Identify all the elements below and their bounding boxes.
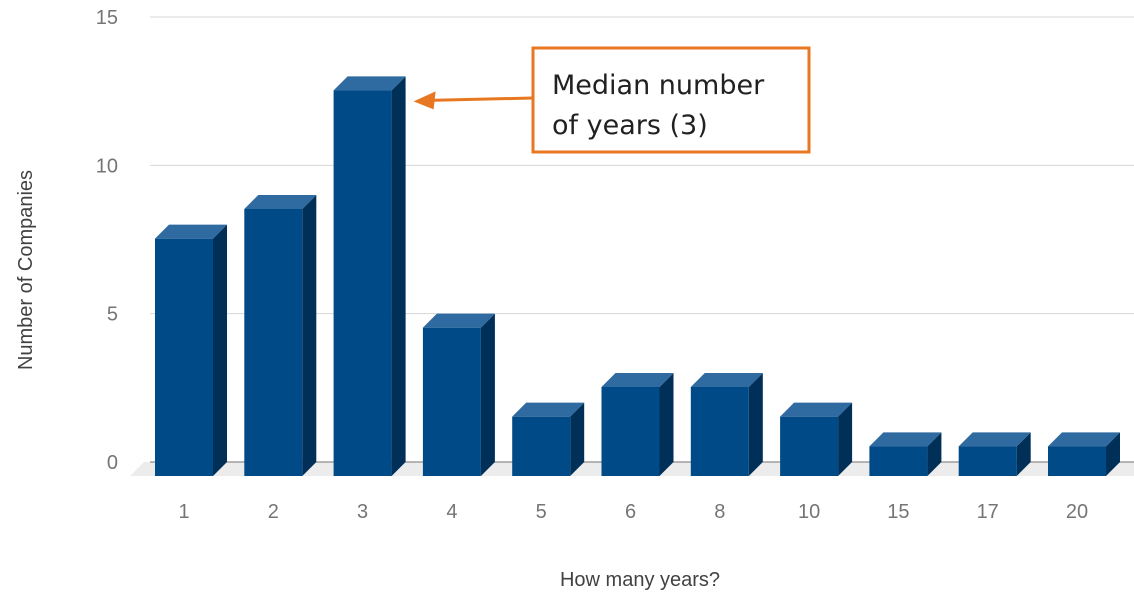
bar-front xyxy=(512,416,571,476)
bar xyxy=(155,224,227,476)
x-tick-label: 4 xyxy=(446,501,457,523)
bar-top xyxy=(333,76,406,91)
bar-top xyxy=(690,373,763,387)
bar-front xyxy=(155,238,213,476)
bar xyxy=(1048,432,1120,476)
x-tick-label: 2 xyxy=(268,501,279,523)
bar-side xyxy=(927,432,942,476)
bar-side xyxy=(480,313,495,476)
bar-side xyxy=(1016,432,1031,476)
bar-side xyxy=(838,402,853,476)
bar-side xyxy=(748,373,763,476)
x-tick-label: 17 xyxy=(977,501,999,523)
x-tick-label: 15 xyxy=(887,501,909,523)
bar-front xyxy=(690,387,749,476)
bar-top xyxy=(869,432,942,447)
bar-front xyxy=(244,209,303,476)
bar xyxy=(690,373,763,476)
bar-side xyxy=(391,76,406,476)
bar xyxy=(869,432,942,476)
bar-side xyxy=(659,373,674,476)
y-tick-label: 0 xyxy=(107,452,118,474)
y-tick-label: 5 xyxy=(107,304,118,326)
bar-side xyxy=(213,224,227,476)
bar xyxy=(422,313,495,476)
annotation-text-line: Median number xyxy=(552,70,765,101)
bar-front xyxy=(333,90,392,476)
bar xyxy=(780,402,853,476)
x-tick-label: 20 xyxy=(1066,501,1088,523)
annotation-arrowhead xyxy=(413,91,436,110)
x-tick-label: 3 xyxy=(357,501,368,523)
bar-front xyxy=(780,416,839,476)
annotation-arrow-line xyxy=(429,96,534,102)
bar-side xyxy=(302,195,317,476)
x-tick-labels: 1 2 3 4 5 6 8 10 15 17 20 xyxy=(178,501,1088,523)
bar-front xyxy=(869,446,928,476)
x-tick-label: 1 xyxy=(178,501,189,523)
bar-top xyxy=(155,224,227,239)
bar-top xyxy=(780,402,853,417)
bar-top xyxy=(958,432,1031,447)
bar-side xyxy=(1106,432,1120,476)
x-tick-label: 8 xyxy=(714,501,725,523)
bar-top xyxy=(601,373,674,387)
bar-side xyxy=(570,402,585,476)
bar xyxy=(333,76,406,476)
y-tick-labels: 0 5 10 15 xyxy=(96,7,118,474)
y-tick-label: 15 xyxy=(96,7,118,29)
bar-front xyxy=(422,327,481,476)
bar xyxy=(601,373,674,476)
bar xyxy=(512,402,585,476)
y-tick-label: 10 xyxy=(96,155,118,177)
x-tick-label: 10 xyxy=(798,501,820,523)
bar-top xyxy=(422,313,495,328)
x-tick-label: 6 xyxy=(625,501,636,523)
bars xyxy=(155,76,1120,476)
annotation-box xyxy=(531,46,811,154)
y-axis-title: Number of Companies xyxy=(15,170,37,370)
bar-front xyxy=(958,446,1017,476)
median-annotation: Median number of years (3) xyxy=(413,46,811,154)
bar xyxy=(958,432,1031,476)
bar-top xyxy=(512,402,585,417)
bar-top xyxy=(244,195,317,209)
bar-front xyxy=(601,387,660,476)
bar-top xyxy=(1048,432,1120,447)
x-axis-title: How many years? xyxy=(560,569,720,591)
bar-front xyxy=(1048,446,1106,476)
bar xyxy=(244,195,317,476)
x-tick-label: 5 xyxy=(536,501,547,523)
annotation-text-line: of years (3) xyxy=(552,110,708,141)
